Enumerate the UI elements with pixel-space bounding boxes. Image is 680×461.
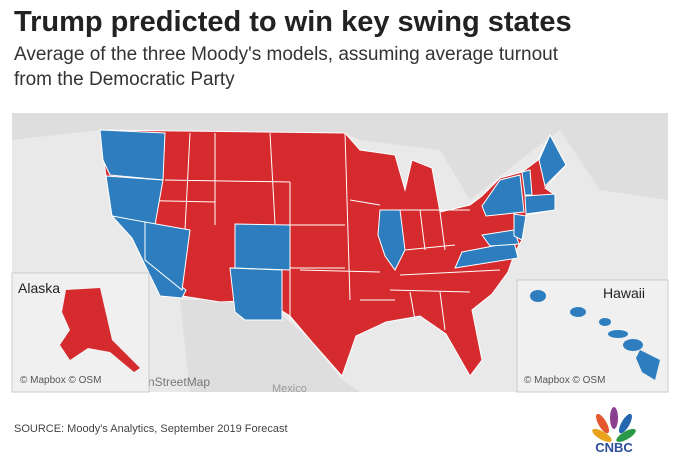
inset-label: Alaska: [18, 280, 60, 296]
subtitle: from the Democratic Party: [14, 69, 235, 90]
map-label: Mexico: [272, 383, 307, 395]
inset-label: Hawaii: [603, 285, 645, 301]
source: SOURCE: Moody's Analytics, September 201…: [14, 423, 288, 435]
hawaii: [530, 290, 660, 380]
attribution: © Mapbox © OSM: [524, 375, 605, 386]
attribution: © Mapbox © OSM: [20, 375, 101, 386]
logo-text: CNBC: [595, 440, 633, 455]
alaska: [60, 288, 140, 372]
land: [12, 113, 668, 200]
democratic-states: [99, 129, 567, 321]
subtitle: Average of the three Moody's models, ass…: [14, 44, 559, 65]
title: Trump predicted to win key swing states: [14, 6, 572, 38]
land: [180, 300, 360, 392]
logo: CNBC: [592, 407, 636, 455]
map-label: nStreetMap: [148, 375, 210, 389]
